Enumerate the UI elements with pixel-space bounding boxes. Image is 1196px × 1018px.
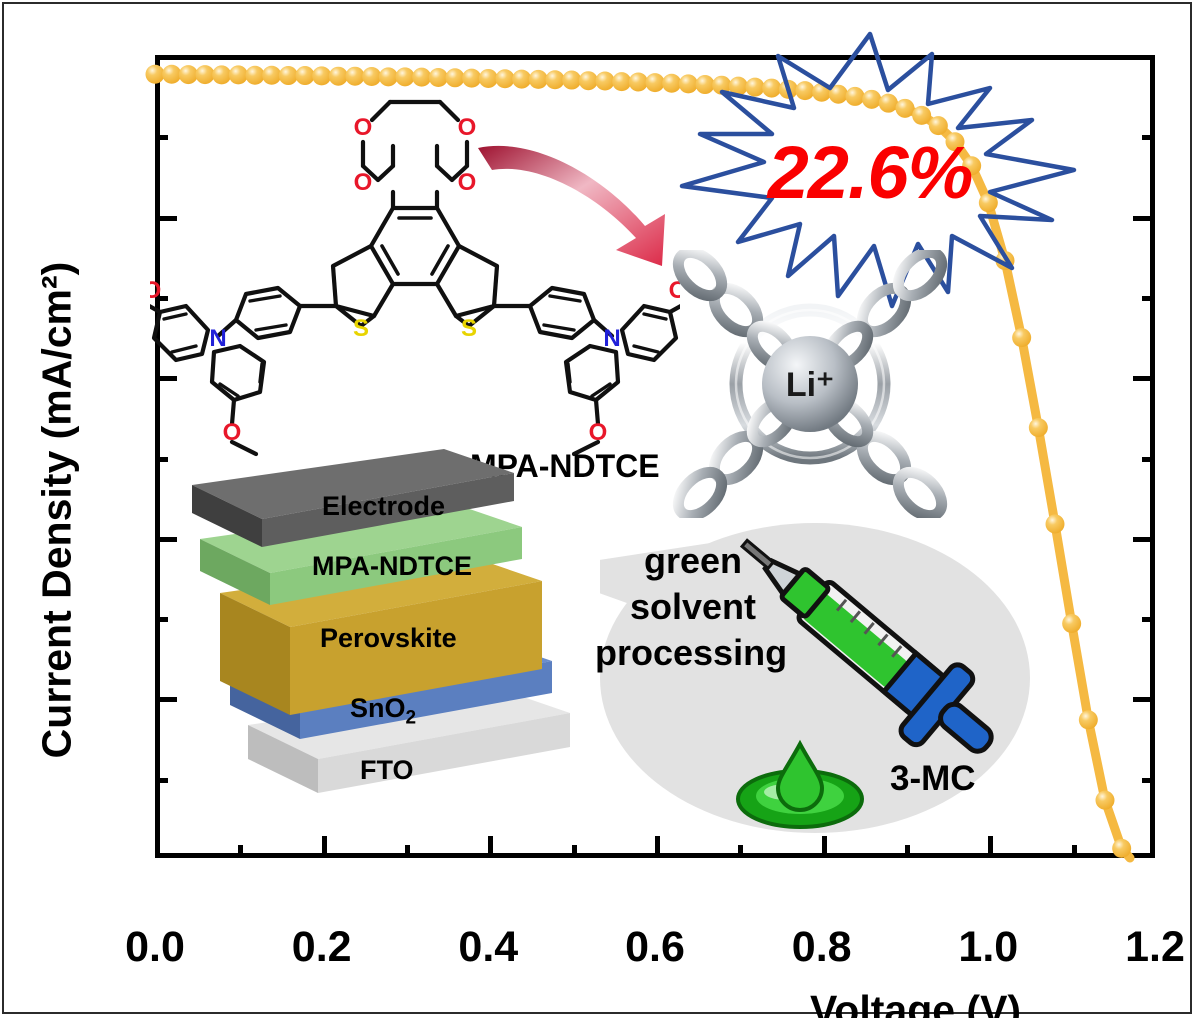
sno2-base: SnO: [350, 693, 406, 723]
oxygen-atom-label: O: [458, 114, 477, 141]
nitrogen-atom-label: N: [603, 325, 620, 352]
stack-label-perovskite: Perovskite: [320, 623, 457, 653]
sulfur-atom-label: S: [353, 315, 369, 342]
green-solvent-line-3: processing: [595, 632, 788, 673]
y-tick-right: [1142, 617, 1155, 623]
lithium-ion-label: Li⁺: [786, 366, 834, 404]
x-tick-label: 0.4: [458, 923, 519, 971]
stack-label-electrode: Electrode: [322, 491, 446, 521]
green-solvent-inset: green solvent processing 3-MC: [534, 516, 1030, 856]
y-axis-title: Current Density (mA/cm²): [33, 261, 80, 759]
oxygen-atom-label: O: [458, 169, 477, 196]
lithium-ion-sphere: [762, 336, 858, 432]
x-axis-title: Voltage (V): [810, 987, 1022, 1018]
x-tick-label: 1.0: [958, 923, 1019, 971]
stack-label-sno2: SnO2: [350, 693, 416, 729]
y-tick-right: [1142, 135, 1155, 141]
starburst-shape: [679, 31, 1077, 309]
y-tick-25: [155, 55, 177, 60]
device-stack-svg: [192, 449, 570, 793]
oxygen-atom-label: O: [150, 277, 161, 304]
x-tick-label: 0.2: [291, 923, 352, 971]
x-tick-minor: [571, 845, 577, 858]
stack-label-mpa-ndtce: MPA-NDTCE: [312, 551, 472, 581]
oxygen-atom-label: O: [223, 419, 242, 446]
y-tick-right: [1133, 376, 1155, 382]
oxygen-atom-label: O: [354, 169, 373, 196]
stack-layer-electrode: [192, 449, 514, 547]
efficiency-value: 22.6%: [767, 131, 974, 214]
solvent-name-label: 3-MC: [890, 759, 976, 798]
x-tick-1.2: [1150, 836, 1155, 858]
syringe-icon: [739, 538, 994, 754]
oxygen-atom-label: O: [354, 114, 373, 141]
x-tick-minor: [405, 845, 410, 858]
green-solvent-line-1: green: [644, 540, 743, 581]
green-solvent-svg: [534, 523, 1030, 833]
x-tick-label: 1.2: [1125, 923, 1185, 971]
chain-li-inset: Li⁺: [660, 246, 960, 522]
x-tick-0.2: [321, 836, 327, 858]
red-curved-arrow: [478, 145, 665, 266]
stack-layer-perovskite: [220, 557, 542, 715]
x-tick-0.4: [488, 836, 494, 858]
callout-ellipse: [600, 523, 1030, 833]
y-tick-right: [1142, 295, 1155, 301]
y-tick-right: [1142, 456, 1155, 462]
y-tick-right: [1142, 777, 1155, 783]
y-tick-right: [1133, 55, 1155, 60]
x-tick-label: 0.6: [625, 923, 685, 971]
x-tick-label: 0.0: [125, 923, 185, 971]
y-tick-right: [1133, 536, 1155, 542]
stack-layer-mpa-ndtce: [200, 503, 522, 605]
arrow-body: [478, 145, 665, 266]
x-tick-label: 0.8: [791, 923, 852, 971]
x-tick-minor: [1071, 845, 1077, 858]
x-tick-minor: [238, 845, 244, 858]
chain-links: [672, 246, 948, 522]
sno2-subscript: 2: [405, 707, 417, 729]
green-solvent-line-2: solvent: [630, 586, 757, 627]
y-tick-minor: [155, 617, 168, 623]
efficiency-badge: 22.6%: [660, 30, 1080, 315]
solvent-droplet: [775, 739, 825, 812]
y-tick-right: [1133, 215, 1155, 221]
nitrogen-atom-label: N: [209, 325, 226, 352]
y-tick-right: [1133, 697, 1155, 703]
device-stack-diagram: Electrode MPA-NDTCE Perovskite SnO2 FTO: [170, 443, 590, 815]
stack-layer-fto: [248, 689, 570, 793]
stack-label-fto: FTO: [360, 755, 414, 785]
sulfur-atom-label: S: [461, 315, 477, 342]
y-tick-minor: [155, 777, 168, 783]
oxygen-atom-label: O: [589, 419, 608, 446]
chain-svg: Li⁺: [672, 246, 948, 522]
x-tick-0.0: [155, 836, 160, 858]
